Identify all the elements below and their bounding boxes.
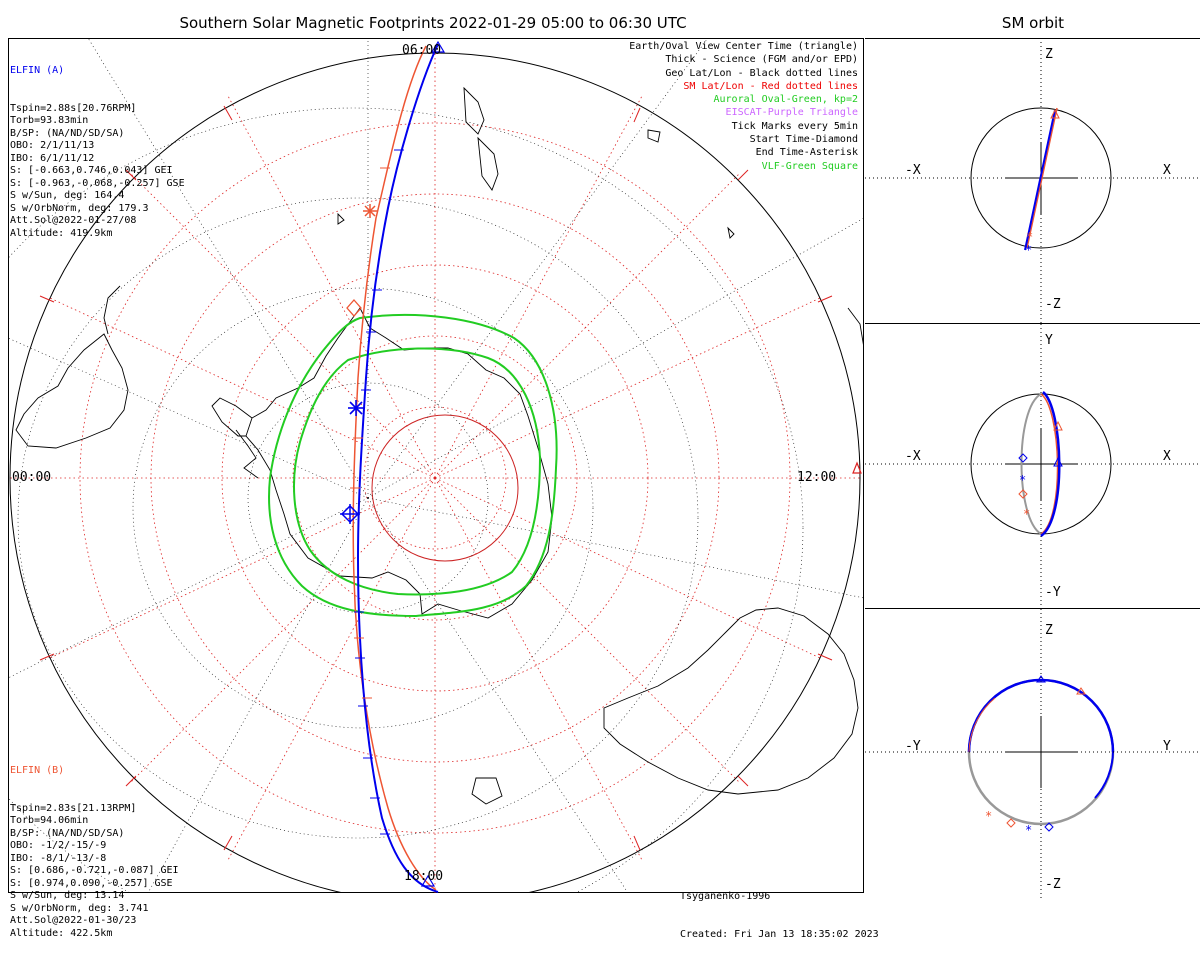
legend-item: Geo Lat/Lon - Black dotted lines [665, 67, 858, 79]
yz-left-label: -Y [905, 739, 921, 754]
svg-text:*: * [1023, 507, 1030, 521]
footprint-map [8, 38, 864, 893]
yz-bottom-label: -Z [1045, 877, 1061, 892]
elfin-b-name: ELFIN (B) [10, 765, 65, 776]
xy-bottom-label: -Y [1045, 585, 1061, 600]
xy-left-label: -X [905, 449, 921, 464]
xz-bottom-label: -Z [1045, 297, 1061, 312]
view-center-triangle-bottom [420, 874, 436, 887]
auroral-oval-outer [268, 313, 558, 618]
elfin-b-line: S w/OrbNorm, deg: 3.741 [10, 902, 149, 914]
svg-text:*: * [1026, 230, 1033, 244]
elfin-b-line: Tspin=2.83s[21.13RPM] [10, 802, 137, 814]
xz-top-label: Z [1045, 47, 1053, 62]
yz-top-label: Z [1045, 623, 1053, 638]
xz-right-label: X [1163, 163, 1171, 178]
view-center-triangle-top [430, 40, 446, 53]
elfin-a-line: Tspin=2.88s[20.76RPM] [10, 102, 137, 114]
sm-lon-lines [10, 53, 860, 893]
elfin-b-info: ELFIN (B) Tspin=2.83s[21.13RPM] Torb=94.0… [10, 740, 179, 953]
elfin-a-name: ELFIN (A) [10, 65, 65, 76]
orbit-plot-yz: * * [865, 609, 1200, 900]
elfin-b-line: Altitude: 422.5km [10, 927, 113, 939]
elfin-a-track [356, 43, 439, 893]
elfin-a-line: S w/Sun, deg: 164.4 [10, 190, 125, 201]
xy-right-label: X [1163, 449, 1171, 464]
elfin-a-line: B/SP: (NA/ND/SD/SA) [10, 127, 125, 139]
legend-item: VLF-Green Square [761, 160, 858, 172]
elfin-b-line: Att.Sol@2022-01-30/23 [10, 915, 137, 926]
footprint-map-frame [8, 38, 864, 893]
map-footer: Tsyganenko-1996 Created: Fri Jan 13 18:3… [680, 866, 879, 954]
legend-item: Thick - Science (FGM and/or EPD) [665, 54, 858, 66]
yz-right-label: Y [1163, 739, 1171, 754]
elfin-a-line: Altitude: 419.9km [10, 227, 113, 239]
elfin-b-line: S: [0.686,-0.721,-0.087] GEI [10, 865, 179, 876]
orbit-plot-xy: * * [865, 324, 1200, 608]
elfin-a-info: ELFIN (A) Tspin=2.88s[20.76RPM] Torb=93.8… [10, 40, 185, 253]
legend-item: Earth/Oval View Center Time (triangle) [629, 41, 858, 52]
legend-item: Auroral Oval-Green, kp=2 [713, 94, 859, 106]
elfin-b-track [352, 45, 437, 891]
orbit-panel-xy [865, 323, 1200, 609]
elfin-a-start-diamond [340, 504, 360, 524]
svg-text:*: * [1025, 823, 1032, 837]
auroral-oval-inner [293, 347, 542, 596]
model-text: Tsyganenko-1996 [680, 891, 771, 902]
elfin-b-line: B/SP: (NA/ND/SD/SA) [10, 827, 125, 839]
xz-left-label: -X [905, 163, 921, 178]
sm-pole-circle [371, 414, 519, 562]
elfin-a-line: S: [-0.963,-0.068,-0.257] GSE [10, 177, 185, 189]
legend-item: EISCAT-Purple Triangle [725, 107, 858, 119]
elfin-a-line: S w/OrbNorm, deg: 179.3 [10, 202, 149, 214]
map-label-top: 06:00 [402, 43, 442, 58]
svg-text:*: * [1025, 243, 1032, 257]
elfin-b-line: Torb=94.06min [10, 815, 89, 826]
elfin-a-line: Torb=93.83min [10, 115, 89, 126]
orbit-title: SM orbit [1001, 14, 1065, 32]
elfin-b-line: OBO: -1/2/-15/-9 [10, 840, 107, 851]
view-center-triangle-right [852, 461, 862, 474]
svg-text:*: * [985, 809, 992, 823]
elfin-b-line: S w/Sun, deg: 13.14 [10, 890, 125, 901]
elfin-b-lines: Tspin=2.83s[21.13RPM] Torb=94.06min B/SP: … [10, 803, 179, 941]
orbit-plots: * * Z -Z -X X * * Y -Y -X X [865, 38, 1200, 900]
orbit-panel-yz [865, 608, 1200, 900]
orbit-plot-xz: * * [865, 38, 1200, 323]
track-ticks-b [350, 167, 390, 699]
elfin-a-line: S: [-0.663,0.746,0.043] GEI [10, 165, 173, 176]
elfin-a-line: Att.Sol@2022-01-27/08 [10, 215, 137, 226]
elfin-a-end-asterisk [348, 400, 364, 416]
svg-text:*: * [1019, 473, 1026, 487]
page-title: Southern Solar Magnetic Footprints 2022-… [179, 14, 687, 32]
legend-item: Start Time-Diamond [749, 134, 858, 146]
outer-ticks [39, 105, 833, 851]
map-label-right: 12:00 [797, 470, 837, 485]
coastlines [15, 86, 864, 805]
created-text: Created: Fri Jan 13 18:35:02 2023 [680, 928, 879, 940]
legend-item: Tick Marks every 5min [731, 120, 858, 132]
map-legend: Earth/Oval View Center Time (triangle) Th… [629, 40, 858, 173]
elfin-a-line: OBO: 2/1/11/13 [10, 140, 95, 151]
orbit-panel-xz [865, 38, 1200, 324]
track-ticks-a [354, 149, 404, 835]
elfin-b-end-asterisk [363, 204, 377, 218]
elfin-a-lines: Tspin=2.88s[20.76RPM] Torb=93.83min B/SP: … [10, 103, 185, 241]
xy-top-label: Y [1045, 333, 1053, 348]
map-label-bottom: 18:00 [404, 869, 444, 884]
map-label-left: 00:00 [12, 470, 52, 485]
elfin-b-start-diamond [346, 299, 362, 317]
elfin-b-line: IBO: -8/1/-13/-8 [10, 852, 107, 864]
elfin-a-line: IBO: 6/1/11/12 [10, 152, 95, 164]
legend-item: SM Lat/Lon - Red dotted lines [683, 80, 858, 92]
legend-item: End Time-Asterisk [755, 147, 858, 159]
elfin-b-line: S: [0.974,0.090,-0.257] GSE [10, 877, 173, 889]
